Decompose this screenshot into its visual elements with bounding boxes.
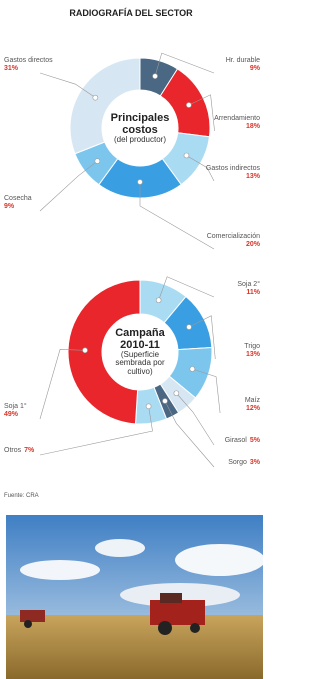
slice-label: Trigo [244,343,260,350]
category-label: Soja 2° [237,280,260,288]
leader-dot [190,366,195,371]
value-label: 9% [4,203,15,210]
slice-label: Soja 1° [4,402,27,410]
value-label: 9% [250,65,261,72]
leader-dot [156,298,161,303]
leader-dot [187,325,192,330]
leader-dot [138,180,143,185]
leader-dot [93,95,98,100]
slice-label: Maíz [245,397,261,404]
donut-center: Campaña 2010-11(Superficie sembrada por … [105,327,175,378]
slice-label: Hr. durable [226,57,260,64]
leader-dot [162,399,167,404]
category-label: Cosecha [4,195,32,202]
category-label: Gastos indirectos [206,165,261,172]
leader-dot [146,404,151,409]
donut-center: Principales costos(del productor) [105,112,175,145]
category-label: Hr. durable [226,57,260,64]
chart-subtitle: (Superficie sembrada por cultivo) [105,351,175,377]
leader-dot [184,153,189,158]
chart-title: Principales costos [105,112,175,136]
slice-label: Arrendamiento [214,115,260,122]
category-label: Trigo [244,343,260,350]
leader-dot [153,74,158,79]
value-label: 3% [250,459,261,466]
category-label: Maíz [245,397,261,404]
category-label: Comercialización [207,233,260,240]
category-label: Arrendamiento [214,115,260,122]
category-label: Girasol [225,437,248,444]
leader-dot [83,348,88,353]
category-label: Otros [4,447,22,454]
value-label: 18% [246,123,261,130]
value-label: 31% [4,65,19,72]
infographic: RADIOGRAFÍA DEL SECTOR Fuente: CRA Hr. d… [0,0,263,679]
category-label: Sorgo [228,459,247,466]
source: Fuente: CRA [4,493,39,499]
value-label: 13% [246,173,261,180]
value-label: 20% [246,241,261,248]
slice-label: Soja 2° [237,280,260,288]
slice-label: Comercialización [207,233,260,240]
value-label: 11% [246,289,260,296]
slice-label: Gastos indirectos [206,165,261,172]
value-label: 12% [246,405,261,412]
slice-label: Gastos directos [4,57,53,64]
value-label: 13% [246,351,261,358]
leader-dot [95,159,100,164]
category-label: Soja 1° [4,402,27,410]
value-label: 7% [24,447,35,454]
category-label: Gastos directos [4,57,53,64]
value-label: 49% [4,411,19,418]
value-label: 5% [250,437,261,444]
slice-label: Cosecha [4,195,32,202]
chart-subtitle: (del productor) [105,136,175,145]
chart-title: Campaña 2010-11 [105,327,175,351]
leader-dot [186,103,191,108]
photo [6,515,263,679]
leader-dot [174,391,179,396]
page-title: RADIOGRAFÍA DEL SECTOR [69,8,193,18]
